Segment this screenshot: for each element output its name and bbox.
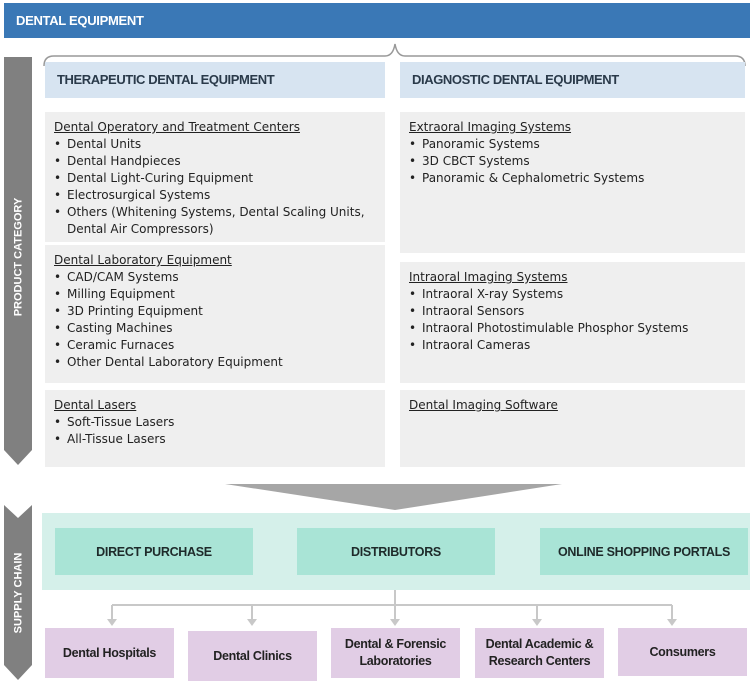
group-item: Intraoral Photostimulable Phosphor Syste…	[409, 320, 736, 337]
group-item: Intraoral Cameras	[409, 337, 736, 354]
group-items: CAD/CAM SystemsMilling Equipment3D Print…	[54, 269, 376, 371]
product-category-label: PRODUCT CATEGORY	[12, 197, 24, 317]
group-item: Dental Units	[54, 136, 376, 153]
group-item: Dental Light-Curing Equipment	[54, 170, 376, 187]
diagnostic-header: DIAGNOSTIC DENTAL EQUIPMENT	[400, 62, 745, 98]
group-title: Dental Imaging Software	[409, 398, 558, 412]
group-item: Panoramic & Cephalometric Systems	[409, 170, 736, 187]
group-item: All-Tissue Lasers	[54, 431, 376, 448]
category-group: Dental Lasers Soft-Tissue LasersAll-Tissu…	[45, 390, 385, 467]
group-item: Casting Machines	[54, 320, 376, 337]
group-title: Dental Operatory and Treatment Centers	[54, 120, 300, 134]
group-item: Panoramic Systems	[409, 136, 736, 153]
channel-distributors: DISTRIBUTORS	[297, 528, 495, 575]
end-user-academic: Dental Academic & Research Centers	[475, 628, 604, 678]
group-item: Intraoral Sensors	[409, 303, 736, 320]
group-items: Dental UnitsDental HandpiecesDental Ligh…	[54, 136, 376, 238]
group-title: Intraoral Imaging Systems	[409, 270, 568, 284]
diagram-title: DENTAL EQUIPMENT	[4, 3, 750, 38]
end-user-consumers: Consumers	[618, 628, 747, 676]
end-user-hospitals: Dental Hospitals	[45, 628, 174, 678]
channel-direct-purchase: DIRECT PURCHASE	[55, 528, 253, 575]
group-item: Intraoral X-ray Systems	[409, 286, 736, 303]
group-item: Dental Handpieces	[54, 153, 376, 170]
category-group: Dental Operatory and Treatment Centers De…	[45, 112, 385, 242]
category-group: Dental Imaging Software	[400, 390, 745, 467]
group-item: Electrosurgical Systems	[54, 187, 376, 204]
supply-chain-label: SUPPLY CHAIN	[12, 552, 25, 633]
group-title: Extraoral Imaging Systems	[409, 120, 572, 134]
channel-online-portals: ONLINE SHOPPING PORTALS	[540, 528, 748, 575]
group-item: Ceramic Furnaces	[54, 337, 376, 354]
end-user-laboratories: Dental & Forensic Laboratories	[331, 628, 460, 678]
category-group: Dental Laboratory Equipment CAD/CAM Syste…	[45, 245, 385, 383]
group-title: Dental Laboratory Equipment	[54, 253, 232, 267]
therapeutic-header: THERAPEUTIC DENTAL EQUIPMENT	[45, 62, 385, 98]
end-user-clinics: Dental Clinics	[188, 631, 317, 681]
group-item: CAD/CAM Systems	[54, 269, 376, 286]
group-item: Milling Equipment	[54, 286, 376, 303]
funnel-arrow	[225, 484, 562, 510]
group-item: Others (Whitening Systems, Dental Scalin…	[54, 204, 376, 238]
product-category-arrow	[4, 57, 32, 465]
distribution-lines	[111, 590, 673, 622]
supply-chain-arrow	[4, 505, 32, 680]
group-items: Soft-Tissue LasersAll-Tissue Lasers	[54, 414, 376, 448]
group-item: 3D CBCT Systems	[409, 153, 736, 170]
group-item: 3D Printing Equipment	[54, 303, 376, 320]
category-group: Intraoral Imaging Systems Intraoral X-ray…	[400, 262, 745, 383]
group-item: Other Dental Laboratory Equipment	[54, 354, 376, 371]
group-item: Soft-Tissue Lasers	[54, 414, 376, 431]
group-items: Panoramic Systems3D CBCT SystemsPanorami…	[409, 136, 736, 187]
category-group: Extraoral Imaging Systems Panoramic Syste…	[400, 112, 745, 253]
group-title: Dental Lasers	[54, 398, 137, 412]
brace	[43, 43, 746, 67]
